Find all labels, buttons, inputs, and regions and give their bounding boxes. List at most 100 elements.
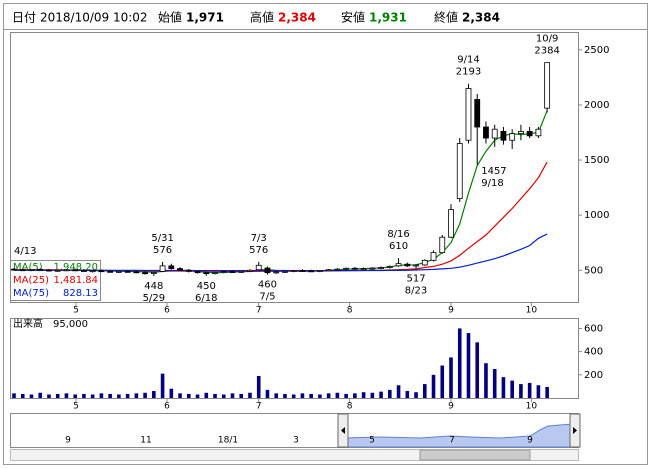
navigator-label: 3 (293, 436, 299, 446)
candle-body (413, 264, 419, 267)
candle-body (247, 269, 253, 272)
candle-body (72, 269, 79, 272)
candle-body (107, 270, 114, 273)
x-tick-label: 6 (164, 402, 170, 412)
header-label: 安値 (341, 10, 365, 25)
annotation-date: 7/5 (259, 292, 275, 303)
candle-body (491, 128, 498, 139)
volume-bar (256, 375, 261, 398)
header-label: 終値 (434, 10, 458, 25)
x-tick-label: 7 (256, 402, 262, 412)
navigator-label: 9 (527, 436, 533, 446)
volume-bar (239, 393, 244, 398)
x-tick-label: 7 (256, 306, 262, 316)
candle-body (316, 270, 323, 272)
annotation-price: 610 (389, 241, 408, 252)
x-tick-label: 5 (73, 306, 79, 316)
candle-body (526, 131, 533, 137)
header-value: 2018/10/09 10:02 (40, 11, 148, 25)
volume-bar (396, 385, 401, 398)
volume-bar (440, 365, 445, 398)
candle-body (456, 143, 463, 200)
volume-bar (388, 389, 392, 398)
volume-bar (379, 391, 383, 398)
volume-bar (195, 394, 200, 398)
x-tick-label: 8 (347, 402, 353, 412)
annotation-price: 576 (153, 245, 172, 256)
legend-name: MA(25) (13, 275, 49, 286)
volume-bar (318, 394, 322, 398)
candle-body (220, 271, 227, 273)
navigator-label: 7 (449, 436, 455, 446)
annotation-date: 9/18 (481, 178, 503, 189)
candle-body (238, 270, 245, 273)
y-tick-label: 400 (584, 347, 603, 358)
volume-bar (370, 392, 375, 398)
candle-body (37, 268, 44, 271)
annotation-price: 2193 (456, 67, 481, 78)
volume-bar (187, 393, 191, 398)
candle-body (448, 209, 454, 238)
candle-body (81, 270, 87, 272)
volume-bar (519, 384, 523, 398)
y-tick-label: 1500 (584, 155, 609, 166)
volume-bar (492, 369, 497, 398)
y-tick-label: 600 (584, 323, 603, 334)
candle-body (290, 270, 297, 272)
candle-body (299, 270, 306, 272)
candle-body (282, 270, 288, 273)
annotation-price: 448 (144, 281, 163, 292)
candle-body (483, 126, 489, 139)
volume-bar (431, 374, 436, 398)
candle-body (212, 272, 218, 274)
candle-body (150, 272, 157, 274)
annotation-price: 576 (249, 245, 268, 256)
candle-body (500, 131, 507, 141)
x-tick-label: 8 (347, 306, 353, 316)
annotation-date: 9/14 (457, 55, 479, 66)
volume-bar (178, 393, 182, 398)
annotation-price: 517 (406, 273, 425, 284)
volume-bar (99, 393, 104, 398)
volume-bar (152, 391, 156, 398)
volume-bar (344, 393, 348, 398)
scrollbar[interactable] (10, 449, 579, 461)
candle-body (89, 270, 96, 273)
legend-box (10, 260, 101, 301)
header-value: 1,931 (369, 11, 407, 25)
scroll-thumb[interactable] (419, 449, 531, 461)
navigator-label: 11 (140, 436, 151, 446)
volume-bar (265, 389, 270, 398)
volume-bar (213, 393, 217, 398)
header-label: 日付 (12, 11, 36, 25)
y-tick-label: 200 (584, 370, 603, 381)
legend-name: MA(75) (13, 288, 49, 299)
candle-body (535, 128, 542, 137)
volume-bar (501, 377, 506, 398)
volume-bar (12, 393, 16, 398)
header-label: 高値 (250, 10, 274, 25)
candle-body (421, 259, 428, 266)
candle-body (185, 269, 192, 272)
annotation-date: 8/16 (387, 229, 409, 240)
volume-bar (29, 394, 34, 398)
candle-body (334, 268, 341, 271)
y-tick-label: 1000 (584, 210, 609, 221)
candle-body (343, 267, 350, 270)
volume-bar (169, 388, 174, 398)
candle-body (168, 265, 175, 270)
candle-body (54, 269, 61, 272)
candle-body (395, 263, 402, 267)
volume-panel (10, 318, 579, 399)
navigator-label: 18/1 (218, 436, 238, 446)
volume-bar (335, 392, 340, 398)
volume-bar (361, 392, 366, 398)
annotation-date: 7/3 (251, 233, 267, 244)
candle-body (474, 99, 481, 128)
volume-bar (300, 393, 305, 398)
volume-bar (422, 384, 427, 398)
price-panel (10, 32, 579, 303)
navigator-label: 9 (65, 436, 71, 446)
candle-body (124, 270, 131, 273)
handle-arrow (341, 427, 345, 434)
